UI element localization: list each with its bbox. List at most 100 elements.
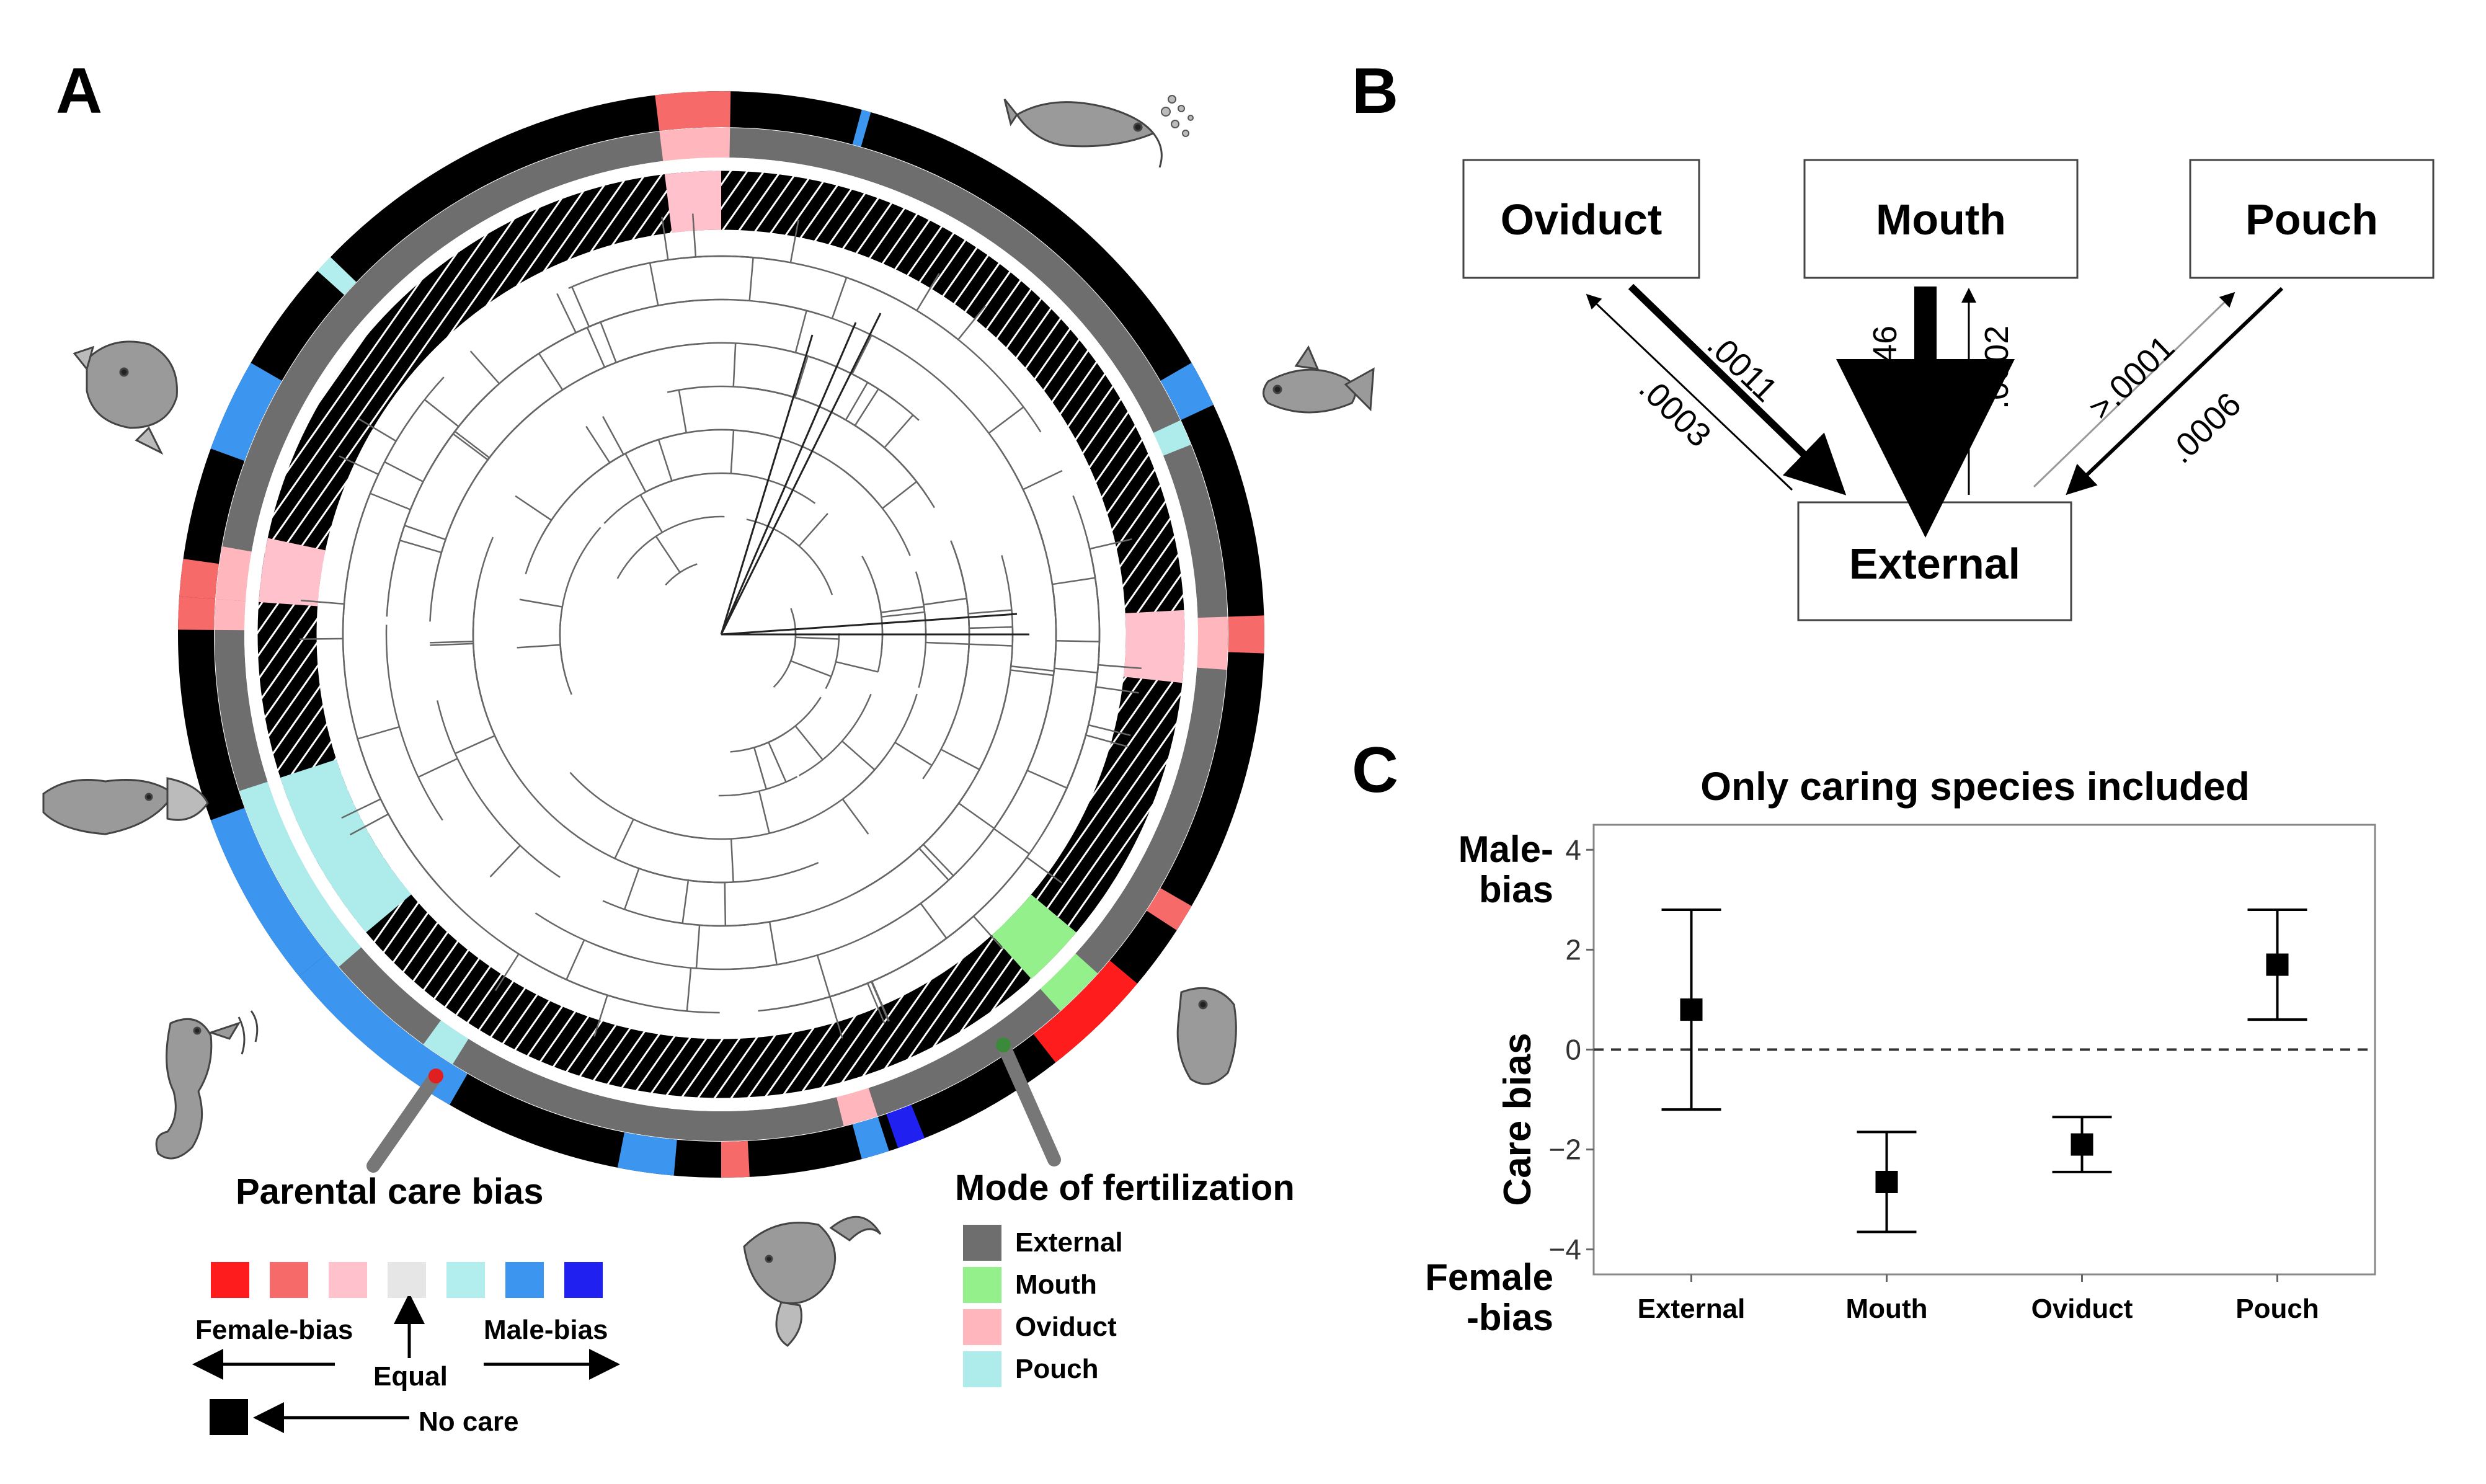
tree-branch [845,381,869,420]
tree-branch [556,293,577,334]
tree-branch [1098,664,1142,670]
fertilization-pointer [997,1038,1061,1166]
fertilization-arc [836,1088,878,1126]
y-tick-label: −2 [1549,1134,1581,1166]
tip-overlay-arc [259,538,326,607]
tree-branch [758,301,900,352]
tree-branch [391,402,480,573]
tree-branch [923,597,967,606]
tree-branch [988,406,1024,434]
care-legend-title: Parental care bias [236,1171,544,1212]
transition-diagram: Oviduct Mouth Pouch External .0011 .0003… [1462,159,2435,621]
tree-branch [1089,538,1132,550]
fish-illustrations [42,95,1375,1347]
fertilization-swatch [963,1351,1001,1387]
y-tick-label: −4 [1549,1233,1581,1266]
x-tick-label: Oviduct [2031,1294,2133,1324]
tree-branch [969,643,1013,647]
tree-branch [486,806,561,878]
tree-branch [829,996,843,1039]
point-marker [2071,1133,2093,1156]
tree-branch [404,525,446,541]
phylogeny-circle [178,91,1264,1178]
care-bias-arc [210,363,282,461]
mouth-box-label: Mouth [1876,195,2006,244]
panel-b-letter: B [1352,55,1399,127]
tree-branch [1010,669,1054,677]
pouch-box [2189,159,2435,279]
tree-branch [342,547,356,730]
tree-branch [593,995,608,1037]
care-bias-arc [852,1116,889,1160]
tree-branch [586,437,665,481]
ring-gap [244,158,1198,1111]
care-swatch [446,1262,485,1298]
fertilization-arc [659,128,730,161]
tree-branch [678,389,687,433]
y-tick-label: 2 [1565,933,1581,966]
tree-branch [841,798,869,835]
tree-branch [1052,577,1096,585]
care-swatch [505,1262,544,1298]
oviduct-to-external-arrow [1628,283,1847,495]
tree-branch [455,735,495,755]
tree-branch [748,257,754,301]
seahorse-illustration [155,1010,259,1160]
tree-branch [657,439,673,481]
care-bias-arc [886,1104,925,1149]
y-label-bottom-line1: Female [1425,1256,1553,1298]
fertilization-swatch [963,1309,1001,1345]
tree-branch [884,414,914,448]
tip-color-overlays [259,171,1185,979]
fertilization-label: External [1015,1227,1123,1258]
tree-branch [623,868,640,910]
care-legend-arrows [192,1296,620,1433]
fertilization-arc [423,1020,469,1064]
tree-branch [923,843,954,876]
tree-branch [417,758,458,778]
care-swatch [211,1262,249,1298]
point-marker [1875,1170,1898,1193]
tree-branch [665,563,698,586]
tree-branch [881,605,925,613]
care-bias-arc [1160,363,1214,420]
rate-pouch-to-external: .0006 [2162,386,2248,471]
point-marker [1680,998,1703,1021]
x-tick-label: External [1638,1294,1746,1324]
tree-branch [940,749,980,770]
tree-branch [993,828,1030,855]
tree-branch [768,742,787,783]
tree-branch [653,819,808,840]
care-bias-arc [178,596,216,631]
tree-branch [877,701,1006,881]
fertilization-arc [239,781,362,967]
tree-branch [681,880,690,924]
tree-branch [489,845,521,878]
tree-branch [1055,556,1101,812]
tree-branch [795,636,839,640]
tree-branch [732,343,737,387]
tree-branch [1026,770,1067,789]
fertilization-swatch [963,1225,1001,1261]
tree-branch [956,558,970,698]
tree-branch [758,791,770,834]
tree-branch [566,940,585,980]
tree-branch [452,433,489,461]
tree-branch [494,953,520,992]
oviduct-box-label: Oviduct [1501,195,1663,244]
goby-illustration [1176,987,1237,1085]
x-tick-label: Pouch [2235,1294,2319,1324]
fertilization-legend-item: Oviduct [963,1309,1117,1345]
tree-branch [916,273,940,311]
tree-branch [385,624,443,821]
tree-branch [794,310,807,353]
tree-branch [357,726,400,740]
tree-branch [370,492,411,510]
tree-branch [472,536,500,745]
pouch-to-external-arrow [2066,287,2284,495]
rate-external-to-pouch: >.0001 [2082,329,2182,427]
male-bias-label: Male-bias [484,1315,608,1345]
oviduct-box [1462,159,1700,279]
y-axis-label: Care bias [1496,1033,1539,1206]
tetra-illustration [1263,345,1375,414]
